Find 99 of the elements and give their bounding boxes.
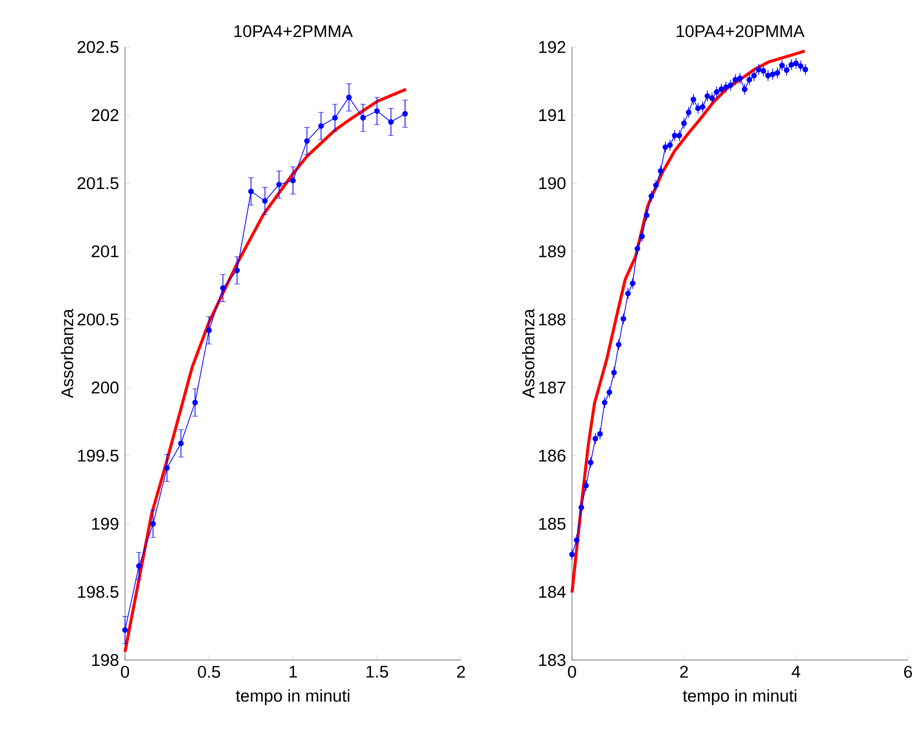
y-tick-label: 199.5 bbox=[78, 450, 118, 462]
point bbox=[574, 537, 580, 543]
point bbox=[616, 342, 622, 348]
point bbox=[592, 436, 598, 442]
point bbox=[606, 390, 612, 396]
point bbox=[346, 94, 352, 100]
y-tick-label: 200 bbox=[92, 382, 118, 394]
point bbox=[569, 552, 575, 558]
point bbox=[644, 212, 650, 218]
point bbox=[756, 66, 762, 72]
point bbox=[639, 234, 645, 240]
y-tick-label: 188 bbox=[539, 313, 566, 326]
x-axis-title: tempo in minuti bbox=[682, 689, 796, 706]
y-tick-label: 201 bbox=[92, 245, 118, 258]
point bbox=[192, 400, 198, 406]
point bbox=[630, 280, 636, 286]
point bbox=[597, 431, 603, 437]
point bbox=[402, 110, 408, 117]
y-tick-label: 183 bbox=[539, 654, 566, 666]
point bbox=[248, 188, 254, 194]
point bbox=[625, 290, 631, 296]
point bbox=[136, 563, 142, 569]
point bbox=[360, 115, 366, 121]
y-tick-label: 191 bbox=[539, 109, 566, 122]
point bbox=[122, 627, 128, 633]
x-tick-label: 1.5 bbox=[366, 666, 388, 678]
point bbox=[206, 328, 212, 334]
x-axis-title: tempo in minuti bbox=[236, 689, 350, 706]
point bbox=[802, 66, 808, 72]
point bbox=[588, 460, 594, 466]
point bbox=[770, 71, 776, 78]
point bbox=[690, 96, 696, 102]
point bbox=[653, 182, 659, 188]
y-tick-label: 198 bbox=[92, 654, 118, 666]
point bbox=[388, 119, 394, 125]
point bbox=[290, 178, 296, 184]
point bbox=[620, 316, 626, 322]
y-tick-label: 200.5 bbox=[78, 313, 118, 326]
point bbox=[793, 60, 799, 66]
y-tick-label: 189 bbox=[539, 245, 566, 258]
point bbox=[164, 465, 170, 471]
x-tick-label: 2 bbox=[457, 666, 465, 678]
point bbox=[765, 72, 771, 78]
point bbox=[742, 86, 748, 92]
point bbox=[602, 400, 608, 406]
point bbox=[332, 115, 338, 121]
y-tick-label: 185 bbox=[539, 518, 566, 530]
y-tick-label: 198.5 bbox=[78, 586, 118, 598]
x-tick-label: 2 bbox=[680, 666, 688, 678]
chart-title: 10PA4+20PMMA bbox=[676, 25, 805, 38]
point bbox=[676, 132, 682, 138]
point bbox=[648, 193, 654, 199]
point bbox=[709, 95, 715, 101]
point bbox=[578, 504, 584, 510]
point bbox=[681, 120, 687, 126]
point bbox=[672, 132, 678, 138]
x-tick-label: 6 bbox=[904, 666, 912, 678]
y-tick-label: 201.5 bbox=[78, 177, 118, 190]
x-tick-label: 4 bbox=[792, 666, 800, 678]
point bbox=[751, 72, 757, 78]
x-tick-label: 0.5 bbox=[198, 666, 220, 678]
y-tick-label: 190 bbox=[539, 177, 566, 190]
point bbox=[234, 268, 240, 274]
y-tick-label: 202.5 bbox=[78, 41, 118, 53]
point bbox=[714, 89, 720, 95]
point bbox=[774, 70, 780, 76]
point bbox=[178, 440, 184, 446]
x-tick-label: 1 bbox=[290, 666, 297, 678]
y-tick-label: 192 bbox=[539, 41, 566, 54]
point bbox=[686, 110, 692, 116]
point bbox=[779, 62, 785, 68]
y-tick-label: 184 bbox=[539, 586, 566, 598]
y-tick-label: 187 bbox=[539, 382, 566, 394]
point bbox=[788, 62, 794, 68]
point bbox=[318, 123, 324, 129]
point bbox=[723, 84, 729, 90]
point bbox=[737, 76, 743, 82]
y-tick-label: 202 bbox=[92, 109, 118, 122]
point bbox=[658, 168, 664, 174]
x-tick-label: 0 bbox=[120, 666, 130, 678]
chart-title: 10PA4+2PMMA bbox=[234, 25, 353, 38]
point bbox=[611, 370, 617, 376]
point bbox=[276, 182, 282, 188]
point bbox=[667, 142, 673, 148]
point bbox=[634, 246, 640, 252]
point bbox=[220, 285, 226, 291]
point bbox=[583, 482, 589, 488]
y-axis-title: Assorbanza bbox=[522, 308, 534, 398]
point bbox=[695, 106, 701, 112]
y-tick-label: 199 bbox=[92, 518, 118, 530]
point bbox=[304, 138, 310, 144]
point bbox=[374, 108, 380, 114]
point bbox=[760, 68, 766, 74]
point bbox=[732, 76, 738, 82]
y-tick-label: 186 bbox=[539, 450, 566, 462]
point bbox=[262, 198, 268, 204]
x-tick-label: 0 bbox=[568, 666, 576, 678]
y-axis-title: Assorbanza bbox=[60, 308, 74, 398]
point bbox=[150, 520, 156, 527]
